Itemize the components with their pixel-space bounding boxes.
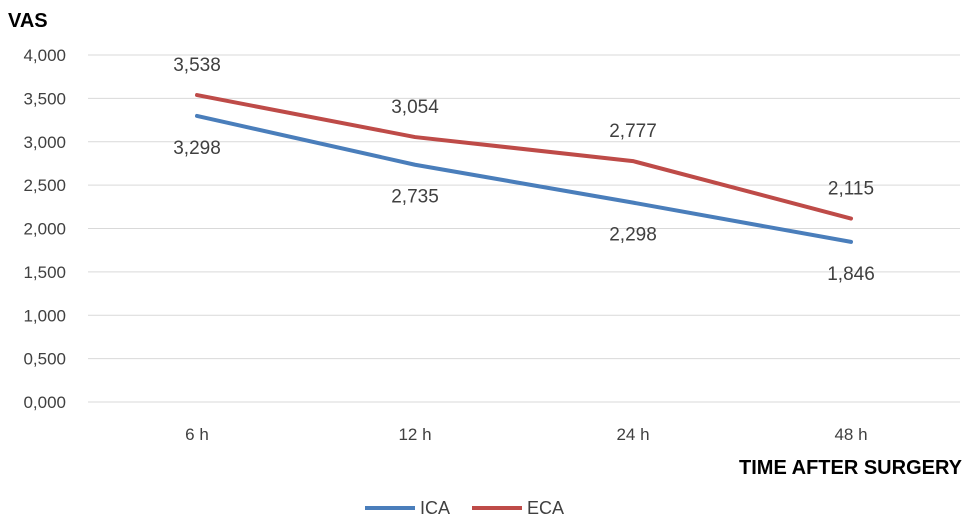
y-tick-label: 2,500 [23, 176, 66, 195]
series-line-eca [195, 93, 853, 221]
x-tick-label: 24 h [616, 425, 649, 444]
legend-label-eca: ECA [527, 498, 564, 518]
data-point [631, 201, 635, 205]
data-label: 3,538 [173, 55, 221, 76]
data-point [413, 135, 417, 139]
x-tick-label: 6 h [185, 425, 209, 444]
y-tick-label: 0,000 [23, 393, 66, 412]
legend: ICA ECA [365, 498, 564, 518]
data-point [849, 240, 853, 244]
data-point [631, 159, 635, 163]
series-lines [195, 93, 853, 244]
data-label: 2,777 [609, 121, 657, 142]
data-point [849, 217, 853, 221]
x-tick-label: 12 h [398, 425, 431, 444]
legend-label-ica: ICA [420, 498, 450, 518]
x-axis-title: TIME AFTER SURGERY [739, 457, 963, 479]
y-tick-label: 2,000 [23, 220, 66, 239]
y-tick-label: 1,000 [23, 306, 66, 325]
data-point [413, 163, 417, 167]
y-axis-title: VAS [8, 10, 48, 32]
y-tick-label: 3,000 [23, 133, 66, 152]
y-axis-ticks: 0,000 0,500 1,000 1,500 2,000 2,500 3,000 3,500… [23, 46, 66, 412]
data-label: 3,298 [173, 138, 221, 159]
series-line-ica [195, 113, 853, 244]
y-tick-label: 1,500 [23, 263, 66, 282]
y-tick-label: 3,500 [23, 89, 66, 108]
x-tick-label: 48 h [834, 425, 867, 444]
gridlines [88, 54, 960, 403]
data-point [195, 93, 199, 97]
y-tick-label: 4,000 [23, 46, 66, 65]
data-label: 1,846 [827, 264, 875, 285]
data-point [195, 114, 199, 118]
data-label: 2,115 [828, 179, 874, 200]
data-labels: 3,298 2,735 2,298 1,846 3,538 3,054 2,777 2,115 [173, 55, 875, 285]
x-axis-ticks: 6 h 12 h 24 h 48 h [185, 425, 867, 444]
data-label: 3,054 [391, 97, 439, 118]
data-label: 2,735 [391, 187, 439, 208]
data-label: 2,298 [609, 225, 657, 246]
y-tick-label: 0,500 [23, 350, 66, 369]
